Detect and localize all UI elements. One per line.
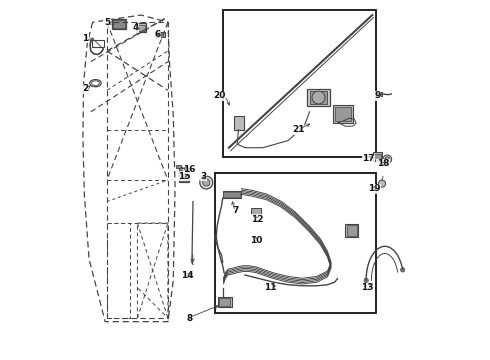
- Circle shape: [378, 180, 386, 187]
- Bar: [155, 33, 163, 37]
- Circle shape: [400, 268, 405, 272]
- Bar: [347, 225, 357, 236]
- Bar: [223, 191, 241, 198]
- Circle shape: [385, 157, 390, 162]
- Bar: [335, 107, 351, 121]
- Circle shape: [383, 155, 392, 163]
- Bar: [234, 116, 244, 130]
- Circle shape: [364, 278, 368, 283]
- Text: 18: 18: [377, 159, 390, 168]
- Bar: [113, 20, 125, 28]
- Text: 10: 10: [249, 237, 262, 246]
- Text: 13: 13: [361, 283, 373, 292]
- Text: 12: 12: [251, 215, 264, 224]
- Bar: [179, 168, 189, 182]
- Bar: [223, 192, 240, 197]
- Bar: [333, 105, 353, 123]
- Text: 2: 2: [82, 84, 89, 93]
- Bar: [176, 165, 181, 168]
- Bar: [345, 224, 358, 237]
- Text: 15: 15: [178, 172, 190, 181]
- Bar: [137, 25, 146, 31]
- Bar: [155, 32, 165, 37]
- Text: 8: 8: [186, 314, 193, 323]
- Text: 9: 9: [374, 91, 381, 100]
- Text: 6: 6: [154, 30, 160, 39]
- Bar: [251, 208, 262, 214]
- Text: 19: 19: [368, 184, 380, 193]
- Text: 16: 16: [183, 165, 196, 174]
- Circle shape: [203, 179, 210, 186]
- Bar: [218, 297, 232, 307]
- Text: 20: 20: [214, 91, 226, 100]
- Text: 5: 5: [104, 18, 110, 27]
- Text: 17: 17: [363, 154, 375, 163]
- Bar: [215, 173, 376, 313]
- Text: 1: 1: [82, 34, 89, 43]
- Bar: [310, 91, 327, 104]
- Circle shape: [312, 91, 325, 104]
- Text: 7: 7: [233, 206, 239, 215]
- Bar: [223, 10, 376, 157]
- Bar: [374, 154, 381, 160]
- Bar: [307, 89, 330, 107]
- Text: 4: 4: [132, 23, 139, 32]
- Bar: [136, 23, 147, 32]
- Text: 11: 11: [264, 283, 276, 292]
- Bar: [112, 19, 126, 29]
- Bar: [379, 92, 382, 96]
- Circle shape: [200, 176, 213, 189]
- Bar: [373, 152, 382, 161]
- Text: 21: 21: [293, 125, 305, 134]
- Text: 3: 3: [200, 172, 207, 181]
- Bar: [180, 170, 188, 181]
- Bar: [219, 298, 230, 306]
- Bar: [92, 40, 104, 47]
- Text: 14: 14: [181, 270, 194, 279]
